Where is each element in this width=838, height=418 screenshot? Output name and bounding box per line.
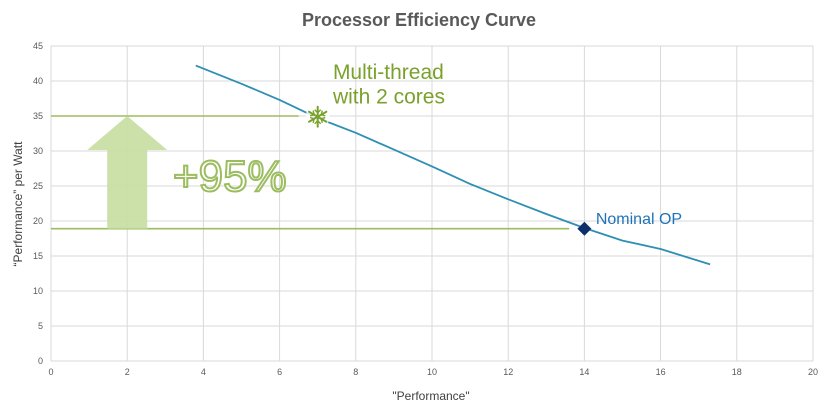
snowflake-barb xyxy=(309,116,316,123)
snowflake-stroke xyxy=(308,110,328,123)
x-tick-label: 12 xyxy=(503,367,513,377)
x-tick-label: 18 xyxy=(732,367,742,377)
markers-layer xyxy=(305,104,592,236)
x-tick-label: 0 xyxy=(48,367,53,377)
y-tick-label: 45 xyxy=(33,41,43,51)
y-tick-label: 40 xyxy=(33,76,43,86)
x-tick-label: 4 xyxy=(201,367,206,377)
multithread-label-line2: with 2 cores xyxy=(332,85,445,108)
snowflake-icon xyxy=(305,104,330,129)
y-tick-label: 20 xyxy=(33,216,43,226)
snowflake-arm xyxy=(308,110,328,123)
y-tick-label: 35 xyxy=(33,111,43,121)
snowflake-barb xyxy=(320,116,326,123)
y-tick-label: 25 xyxy=(33,181,43,191)
y-tick-label: 5 xyxy=(38,321,43,331)
gain-arrow xyxy=(87,116,168,229)
y-axis-title: “Performance” per Watt xyxy=(11,141,25,267)
snowflake-barb xyxy=(314,109,322,114)
x-tick-label: 14 xyxy=(579,367,589,377)
x-tick-labels: 0 2 4 6 8 10 12 14 16 18 20 xyxy=(48,367,818,377)
nominal-op-label: Nominal OP xyxy=(596,211,682,228)
y-tick-label: 10 xyxy=(33,286,43,296)
x-axis-title: "Performance" xyxy=(392,389,469,403)
series-layer xyxy=(195,64,711,266)
multithread-label-line1: Multi-thread xyxy=(333,61,444,84)
gain-annotation xyxy=(87,116,168,229)
chart-title: Processor Efficiency Curve xyxy=(302,10,536,30)
y-tick-label: 15 xyxy=(33,251,43,261)
x-tick-label: 2 xyxy=(125,367,130,377)
x-tick-label: 20 xyxy=(808,367,818,377)
snowflake-barb xyxy=(320,110,326,117)
x-tick-label: 8 xyxy=(353,367,358,377)
x-tick-label: 16 xyxy=(656,367,666,377)
y-tick-labels: 0 5 10 15 20 25 30 35 40 45 xyxy=(33,41,43,366)
snowflake-barb xyxy=(309,110,316,117)
series-line xyxy=(195,64,711,266)
snowflake-barb xyxy=(314,119,322,125)
y-tick-label: 30 xyxy=(33,146,43,156)
x-tick-label: 6 xyxy=(277,367,282,377)
x-tick-label: 10 xyxy=(427,367,437,377)
gain-percent-label: +95% xyxy=(173,152,287,201)
grid xyxy=(50,45,814,362)
y-tick-label: 0 xyxy=(38,356,43,366)
nominal-op-marker xyxy=(577,221,592,236)
